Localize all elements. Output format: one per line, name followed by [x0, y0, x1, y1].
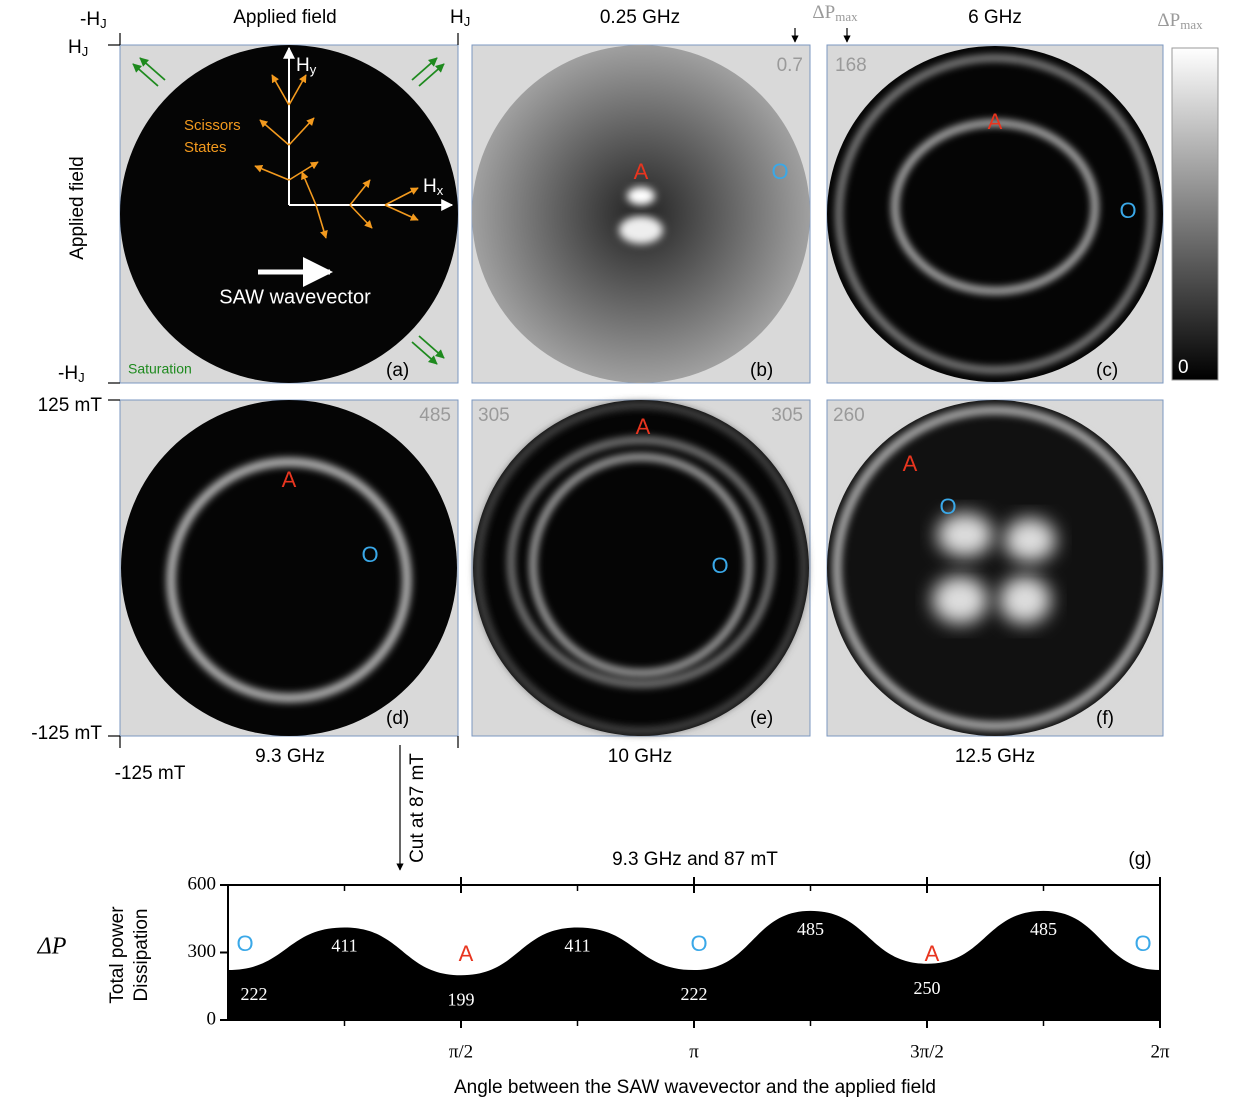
marker: O: [236, 931, 253, 956]
frequency: 10 GHz: [608, 746, 672, 767]
colorbar-min: 0: [1178, 357, 1189, 378]
frequency: 12.5 GHz: [955, 746, 1035, 767]
value-label: 485: [797, 919, 824, 939]
saw-label: SAW wavevector: [219, 286, 371, 308]
max-value: 260: [833, 405, 865, 426]
marker-a: A: [282, 467, 297, 492]
top-min: -HJ: [80, 9, 107, 31]
left-min: -HJ: [58, 363, 85, 385]
x-tick-label: π/2: [449, 1041, 473, 1062]
labels: -HJ Applied field HJ HJ Applied field -H…: [31, 2, 1203, 1098]
hy: Hy: [296, 55, 317, 77]
marker-o: O: [711, 553, 728, 578]
value-label: 222: [681, 984, 708, 1004]
field-x-min: -125 mT: [115, 763, 186, 784]
frequency: 0.25 GHz: [600, 7, 680, 28]
colorbar-label: ΔPmax: [1157, 10, 1203, 32]
marker: O: [690, 931, 707, 956]
y-tick-label: 0: [207, 1008, 217, 1029]
states: States: [184, 139, 227, 156]
top-title: Applied field: [233, 7, 337, 28]
value-label: 411: [331, 936, 357, 956]
dpmax-label: ΔPmax: [812, 2, 858, 24]
x-tick-label: 3π/2: [910, 1041, 944, 1062]
scissors: Scissors: [184, 117, 241, 134]
top-max: HJ: [450, 7, 470, 29]
marker-a: A: [988, 109, 1003, 134]
marker: A: [459, 941, 474, 966]
marker-a: A: [903, 451, 918, 476]
frequency: 6 GHz: [968, 7, 1022, 28]
marker-o: O: [361, 542, 378, 567]
max-value: 485: [419, 405, 451, 426]
frequency: 9.3 GHz: [255, 746, 325, 767]
max-value: 0.7: [777, 55, 803, 76]
cut-label: Cut at 87 mT: [407, 753, 428, 863]
panel-label: (b): [750, 360, 773, 381]
y-tick-label: 300: [188, 941, 217, 962]
x-tick-label: π: [689, 1041, 699, 1062]
marker: O: [1134, 931, 1151, 956]
maps: [120, 45, 1219, 736]
y-label: Dissipation: [131, 909, 152, 1002]
chart-title: 9.3 GHz and 87 mT: [612, 849, 778, 870]
y-tick-label: 600: [188, 873, 217, 894]
value-label: 485: [1030, 919, 1057, 939]
max-value: 305: [478, 405, 510, 426]
marker-a: A: [636, 414, 651, 439]
marker-o: O: [1119, 198, 1136, 223]
field-min: -125 mT: [31, 723, 102, 744]
panel-label: (e): [750, 708, 773, 729]
y-symbol: ΔP: [37, 934, 67, 960]
panel-label: (a): [386, 360, 409, 381]
panel-a-arrows: [132, 46, 454, 365]
panel-label: (d): [386, 708, 409, 729]
value-label: 411: [564, 936, 590, 956]
marker-o: O: [939, 494, 956, 519]
left-title: Applied field: [67, 156, 88, 260]
marker-o: O: [771, 159, 788, 184]
panel-label: (f): [1096, 708, 1114, 729]
value-label: 250: [914, 978, 941, 998]
hx: Hx: [423, 176, 444, 198]
x-tick-label: 2π: [1150, 1041, 1170, 1062]
area: [228, 910, 1160, 1020]
chart-panel-label: (g): [1128, 849, 1151, 870]
x-label: Angle between the SAW wavevector and the…: [454, 1077, 936, 1098]
panel-label: (c): [1096, 360, 1118, 381]
value-label: 222: [241, 984, 268, 1004]
saturation: Saturation: [128, 361, 192, 377]
max-value: 305: [771, 405, 803, 426]
marker: A: [925, 941, 940, 966]
y-label: Total power: [107, 906, 128, 1004]
marker-a: A: [634, 159, 649, 184]
left-max: HJ: [68, 37, 88, 59]
field-max: 125 mT: [38, 395, 103, 416]
value-label: 199: [448, 989, 475, 1009]
max-value: 168: [835, 55, 867, 76]
frame-ticks: [108, 28, 851, 871]
